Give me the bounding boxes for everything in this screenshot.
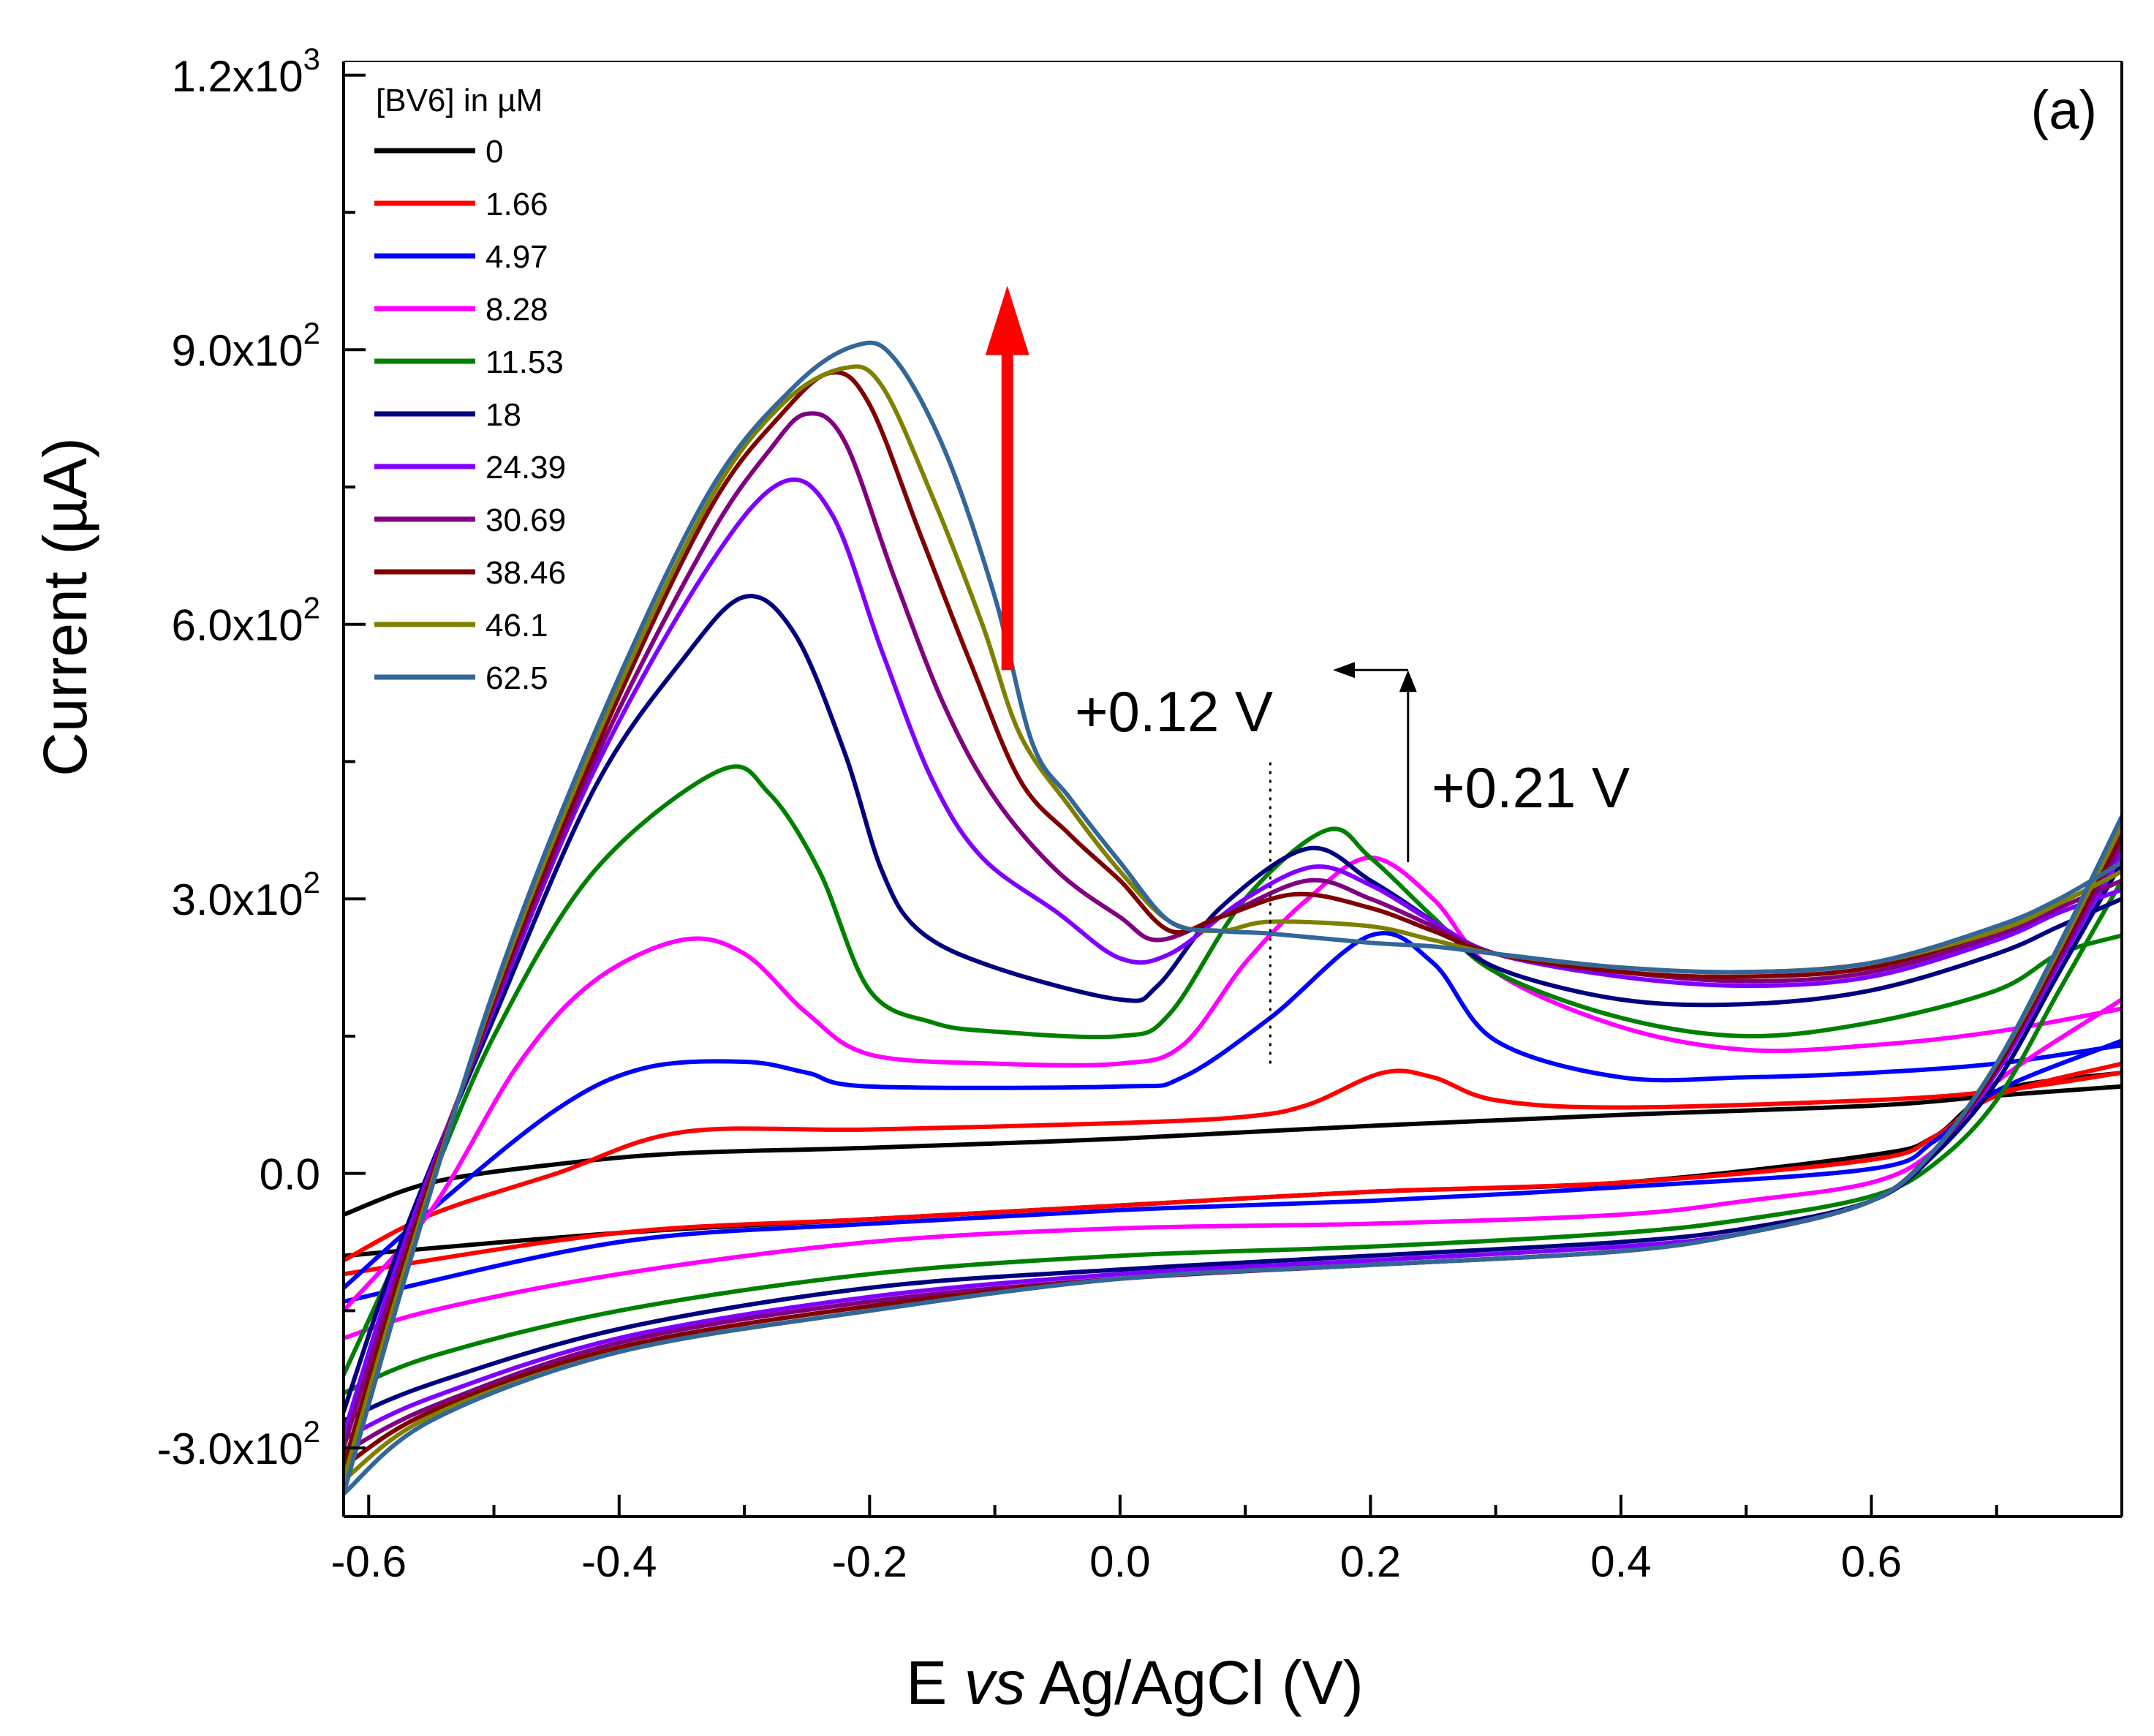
series-62.5-forward-line [344,340,2122,1496]
series-18-forward-line [344,594,2122,1414]
legend-entry-18: 18 [374,397,521,433]
series-8.28-forward-line [344,855,2122,1313]
legend-label: 8.28 [485,292,548,328]
series-0-forward-line [344,1084,2122,1217]
series-11.53 [344,764,2122,1395]
legend-entry-0: 0 [374,134,503,170]
series-layer [344,340,2122,1496]
increase-arrow-shaft [1001,351,1013,671]
x-tick-label: 0.2 [1340,1537,1401,1586]
x-tick-label: -0.4 [581,1537,657,1586]
x-tick-label: -0.2 [832,1537,907,1586]
series-11.53-forward-line [344,764,2122,1377]
series-1.66-forward-line [344,1068,2122,1263]
x-ticks: -0.6 -0.4 -0.2 0.0 0.2 0.4 0.6 [331,1495,1998,1586]
annotation-layer: +0.12 V +0.21 V [985,285,1630,1064]
series-4.97-forward-line [344,931,2122,1291]
y-ticks: 1.2x103 9.0x102 6.0x102 3.0x102 0.0 -3.0x102 [157,42,366,1473]
legend-label: 1.66 [485,186,548,222]
vertical-arrow-head [1399,670,1417,692]
annotation-peak-low: +0.12 V [1075,679,1273,744]
legend-entry-4.97: 4.97 [374,239,548,275]
y-tick-label: 3.0x102 [171,865,320,924]
legend-label: 62.5 [485,660,548,696]
series-4.97-reverse-line [344,1038,2122,1304]
legend-entry-8.28: 8.28 [374,292,548,328]
x-tick-label: 0.0 [1089,1537,1150,1586]
series-11.53-reverse-line [344,878,2122,1395]
legend-entries: 0 1.66 4.97 8.28 11.53 18 24.39 30.69 38.46 46.1 6… [374,134,566,696]
series-4.97 [344,931,2122,1304]
x-tick-label: 0.4 [1590,1537,1651,1586]
x-tick-label: 0.6 [1841,1537,1902,1586]
y-tick-label: 1.2x103 [171,42,320,101]
series-1.66 [344,1061,2122,1277]
panel-label: (a) [2031,80,2097,140]
annotation-peak-high: +0.21 V [1432,755,1630,820]
legend: [BV6] in µM 0 1.66 4.97 8.28 11.53 18 24.39 30.… [374,83,566,696]
y-tick-label: 0.0 [260,1150,320,1199]
axes-frame [342,61,2123,1518]
y-tick-label: 9.0x102 [171,316,320,375]
legend-label: 38.46 [485,555,566,591]
legend-label: 30.69 [485,502,566,538]
series-1.66-reverse-line [344,1061,2122,1277]
legend-label: 24.39 [485,450,566,486]
legend-label: 11.53 [485,344,564,380]
increase-arrow-head [985,285,1029,355]
series-30.69-forward-line [344,411,2122,1451]
x-tick-label: -0.6 [331,1537,407,1586]
legend-entry-11.53: 11.53 [374,344,564,380]
legend-label: 4.97 [485,239,548,275]
legend-label: 0 [485,134,503,170]
series-24.39-forward-line [344,477,2122,1437]
y-tick-label: 6.0x102 [171,591,320,650]
y-tick-label: -3.0x102 [157,1414,321,1473]
legend-entry-1.66: 1.66 [374,186,548,222]
legend-entry-24.39: 24.39 [374,450,566,486]
series-62.5-reverse-line [344,814,2122,1496]
legend-label: 46.1 [485,608,548,644]
legend-entry-38.46: 38.46 [374,555,566,591]
legend-title: [BV6] in µM [376,83,543,118]
legend-entry-30.69: 30.69 [374,502,566,538]
y-axis-title: Current (µA) [31,437,99,777]
legend-entry-62.5: 62.5 [374,660,548,696]
series-18 [344,594,2122,1423]
shift-arrow-head [1333,662,1356,679]
series-18-reverse-line [344,860,2122,1423]
x-axis-title: E vs Ag/AgCl (V) [906,1648,1364,1717]
legend-entry-46.1: 46.1 [374,608,548,644]
legend-label: 18 [485,397,521,433]
series-38.46-forward-line [344,370,2122,1469]
series-62.5 [344,340,2122,1496]
